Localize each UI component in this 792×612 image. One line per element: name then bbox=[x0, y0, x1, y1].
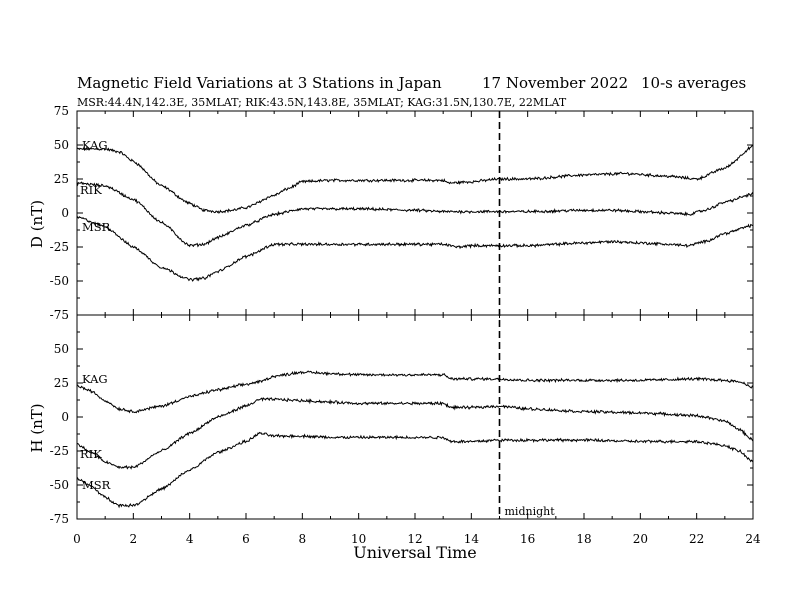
panel-d: 75 50 25 0 -25 -50 -75 D (nT) KAG RIK MSR bbox=[28, 104, 754, 322]
y-tick-label: 25 bbox=[54, 376, 69, 390]
y-axis-label: H (nT) bbox=[28, 403, 46, 452]
y-tick-label: 50 bbox=[54, 342, 69, 356]
series-label-kag: KAG bbox=[82, 372, 108, 386]
series-line-rik-h bbox=[76, 397, 754, 470]
y-tick-label: -25 bbox=[50, 240, 69, 254]
panel-frame-d bbox=[76, 110, 754, 316]
series-label-msr: MSR bbox=[82, 478, 111, 492]
panel-frame-h bbox=[76, 314, 754, 520]
x-tick-label: 18 bbox=[576, 532, 591, 546]
y-axis-label: D (nT) bbox=[28, 200, 46, 248]
series-line-kag-h bbox=[76, 370, 754, 414]
y-tick-label: 0 bbox=[61, 206, 69, 220]
y-tick-label: -50 bbox=[50, 478, 69, 492]
series-line-msr-d bbox=[76, 215, 754, 282]
y-tick-label: -75 bbox=[50, 308, 69, 322]
x-tick-label: 4 bbox=[186, 532, 194, 546]
averaging-label: 10-s averages bbox=[641, 74, 746, 92]
panel-h: 50 25 0 -25 -50 -75 H (nT) KAG RIK MSR bbox=[28, 314, 754, 526]
x-tick-label: 22 bbox=[689, 532, 704, 546]
series-label-msr: MSR bbox=[82, 220, 111, 234]
series-line-rik-d bbox=[76, 181, 754, 248]
x-axis-label: Universal Time bbox=[353, 543, 476, 562]
x-tick-label: 6 bbox=[242, 532, 250, 546]
series-line-msr-h bbox=[76, 431, 754, 509]
x-tick-label: 24 bbox=[745, 532, 761, 546]
x-tick-label: 16 bbox=[520, 532, 535, 546]
series-label-rik: RIK bbox=[80, 447, 102, 461]
y-tick-label: -50 bbox=[50, 274, 69, 288]
chart-title: Magnetic Field Variations at 3 Stations … bbox=[77, 74, 442, 92]
x-tick-label: 0 bbox=[73, 532, 81, 546]
x-tick-label: 14 bbox=[464, 532, 480, 546]
stations-line: MSR:44.4N,142.3E, 35MLAT; RIK:43.5N,143.… bbox=[77, 96, 567, 109]
x-tick-label: 20 bbox=[633, 532, 648, 546]
x-tick-label: 12 bbox=[407, 532, 422, 546]
midnight-label: midnight bbox=[505, 505, 556, 518]
x-tick-label: 10 bbox=[351, 532, 366, 546]
series-label-rik: RIK bbox=[80, 183, 102, 197]
x-tick-label: 2 bbox=[130, 532, 138, 546]
y-tick-label: -25 bbox=[50, 444, 69, 458]
y-tick-label: 25 bbox=[54, 172, 69, 186]
x-tick-label: 8 bbox=[299, 532, 307, 546]
y-tick-label: -75 bbox=[50, 512, 69, 526]
y-tick-label: 0 bbox=[61, 410, 69, 424]
series-line-kag-d bbox=[76, 144, 754, 215]
series-label-kag: KAG bbox=[82, 138, 108, 152]
chart-date: 17 November 2022 bbox=[482, 74, 628, 92]
y-tick-label: 75 bbox=[54, 104, 69, 118]
y-tick-label: 50 bbox=[54, 138, 69, 152]
